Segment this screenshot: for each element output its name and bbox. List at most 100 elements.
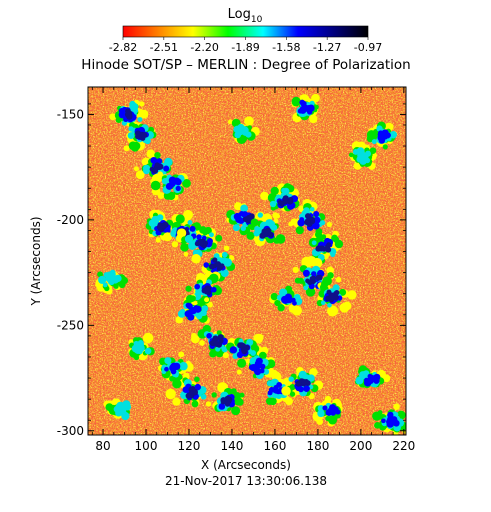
heatmap-cell xyxy=(327,302,332,308)
heatmap-cell xyxy=(359,152,366,160)
heatmap-cell xyxy=(97,271,104,278)
heatmap-cell xyxy=(221,346,228,353)
heatmap-cell xyxy=(146,149,156,159)
colorbar-tick-labels: -2.82 -2.51 -2.20 -1.89 -1.58 -1.27 -0.97 xyxy=(109,37,382,54)
heatmap-cell xyxy=(382,144,388,150)
plot-frame xyxy=(87,86,407,436)
heatmap-cell xyxy=(275,234,286,244)
heatmap-cell xyxy=(186,303,193,310)
colorbar-tick-label: -2.82 xyxy=(109,41,137,54)
heatmap-feature xyxy=(211,382,245,416)
heatmap-cell xyxy=(190,334,200,344)
heatmap-cell xyxy=(223,258,232,267)
x-tick-label: 200 xyxy=(349,439,372,453)
heatmap-cell xyxy=(257,212,264,218)
heatmap-feature xyxy=(366,121,397,150)
heatmap-cell xyxy=(194,376,200,383)
x-axis-ticks: 80 100 120 140 160 180 200 220 xyxy=(91,87,415,453)
heatmap-cell xyxy=(270,186,279,195)
heatmap-cell xyxy=(123,145,130,152)
heatmap-feature xyxy=(157,351,194,382)
timestamp: 21-Nov-2017 13:30:06.138 xyxy=(165,474,327,488)
y-tick-label: -250 xyxy=(57,318,84,332)
heatmap-cell xyxy=(309,216,316,223)
heatmap-cell xyxy=(237,358,247,368)
heatmap-feature xyxy=(265,371,302,406)
heatmap-cell xyxy=(309,114,318,124)
heatmap-feature xyxy=(103,398,132,421)
heatmap-cell xyxy=(392,419,400,427)
heatmap-cell xyxy=(154,151,161,159)
heatmap-cell xyxy=(164,366,169,372)
heatmap-cell xyxy=(141,132,148,139)
heatmap-cell xyxy=(277,200,283,206)
heatmap-cell xyxy=(303,207,310,214)
heatmap-cell xyxy=(163,165,170,172)
heatmap-cell xyxy=(203,286,211,293)
x-tick-label: 140 xyxy=(221,439,244,453)
heatmap-cell xyxy=(194,305,202,313)
heatmap-cell xyxy=(377,130,384,136)
heatmap-cell xyxy=(288,376,294,382)
heatmap-cell xyxy=(137,117,143,123)
heatmap-cell xyxy=(246,231,255,240)
heatmap-cell xyxy=(389,131,397,139)
heatmap-cell xyxy=(196,234,202,240)
heatmap-cell xyxy=(305,218,311,224)
heatmap-cell xyxy=(215,234,223,242)
heatmap-cell xyxy=(274,299,281,307)
heatmap-cell xyxy=(211,286,217,293)
heatmap-cell xyxy=(172,379,182,389)
heatmap-cell xyxy=(269,200,277,208)
heatmap-cell xyxy=(309,276,315,281)
colorbar-tick-label: -2.20 xyxy=(190,41,218,54)
heatmap-cell xyxy=(316,274,323,281)
heatmap-cell xyxy=(175,316,183,324)
heatmap-cell xyxy=(374,422,381,429)
heatmap-cell xyxy=(194,283,201,290)
heatmap-cell xyxy=(118,281,126,289)
heatmap-cell xyxy=(164,157,173,167)
heatmap-cell xyxy=(298,370,307,379)
heatmap-cell xyxy=(183,251,189,257)
heatmap-cell xyxy=(241,347,248,355)
heatmap-cell xyxy=(352,148,359,155)
heatmap-feature xyxy=(308,230,344,267)
heatmap-cell xyxy=(270,292,279,301)
heatmap-feature xyxy=(95,269,129,295)
heatmap-cell xyxy=(265,227,272,234)
heatmap-cell xyxy=(173,362,181,371)
heatmap-cell xyxy=(139,101,145,107)
heatmap-cell xyxy=(222,251,228,258)
heatmap-cell xyxy=(191,388,198,395)
heatmap-cell xyxy=(232,224,240,232)
heatmap-cell xyxy=(209,350,217,358)
heatmap-cell xyxy=(335,276,342,283)
heatmap-cell xyxy=(325,409,333,416)
x-tick-label: 80 xyxy=(95,439,110,453)
heatmap-feature xyxy=(227,116,260,144)
heatmap-cell xyxy=(274,213,281,219)
heatmap-cell xyxy=(128,141,138,150)
heatmap-cell xyxy=(220,269,229,278)
heatmap-cell xyxy=(109,269,116,276)
heatmap-cell xyxy=(157,171,164,177)
heatmap-cell xyxy=(127,132,135,139)
heatmap-cell xyxy=(105,403,114,412)
heatmap-cell xyxy=(137,346,144,353)
heatmap-cell xyxy=(135,170,145,180)
heatmap-cell xyxy=(152,167,158,173)
heatmap-cell xyxy=(318,245,325,252)
heatmap-cell xyxy=(317,409,325,418)
heatmap-cell xyxy=(302,269,310,277)
heatmap-cell xyxy=(364,150,372,157)
heatmap-cell xyxy=(129,102,139,112)
heatmap-cell xyxy=(297,108,303,114)
heatmap-cell xyxy=(331,406,339,414)
x-tick-label: 220 xyxy=(392,439,415,453)
heatmap-cell xyxy=(194,293,201,300)
heatmap-cell xyxy=(373,373,381,381)
colorbar-tick-label: -1.27 xyxy=(313,41,341,54)
heatmap-cell xyxy=(220,397,227,404)
heatmap-cell xyxy=(182,178,191,188)
